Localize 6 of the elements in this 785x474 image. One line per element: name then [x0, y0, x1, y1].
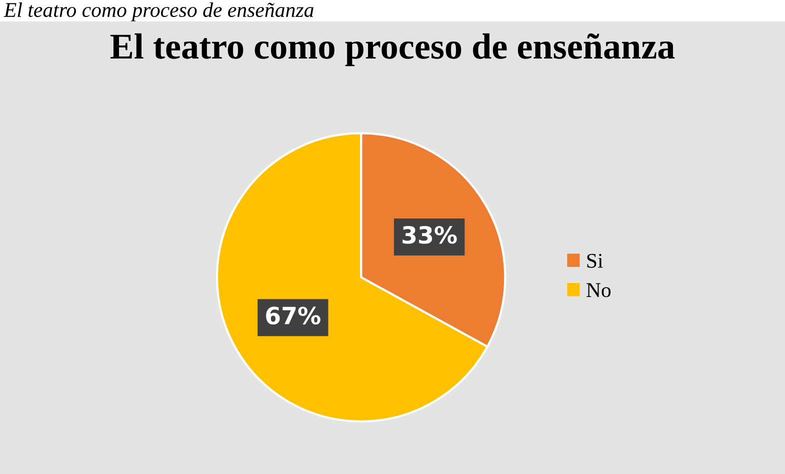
legend-label: No: [586, 283, 611, 298]
chart-title: El teatro como proceso de enseñanza: [110, 33, 675, 66]
legend-label: Si: [587, 254, 603, 268]
text: El teatro como proceso de enseñanza: [4, 2, 314, 22]
data-label: 67%: [266, 306, 320, 324]
data-label: 33%: [402, 226, 457, 244]
